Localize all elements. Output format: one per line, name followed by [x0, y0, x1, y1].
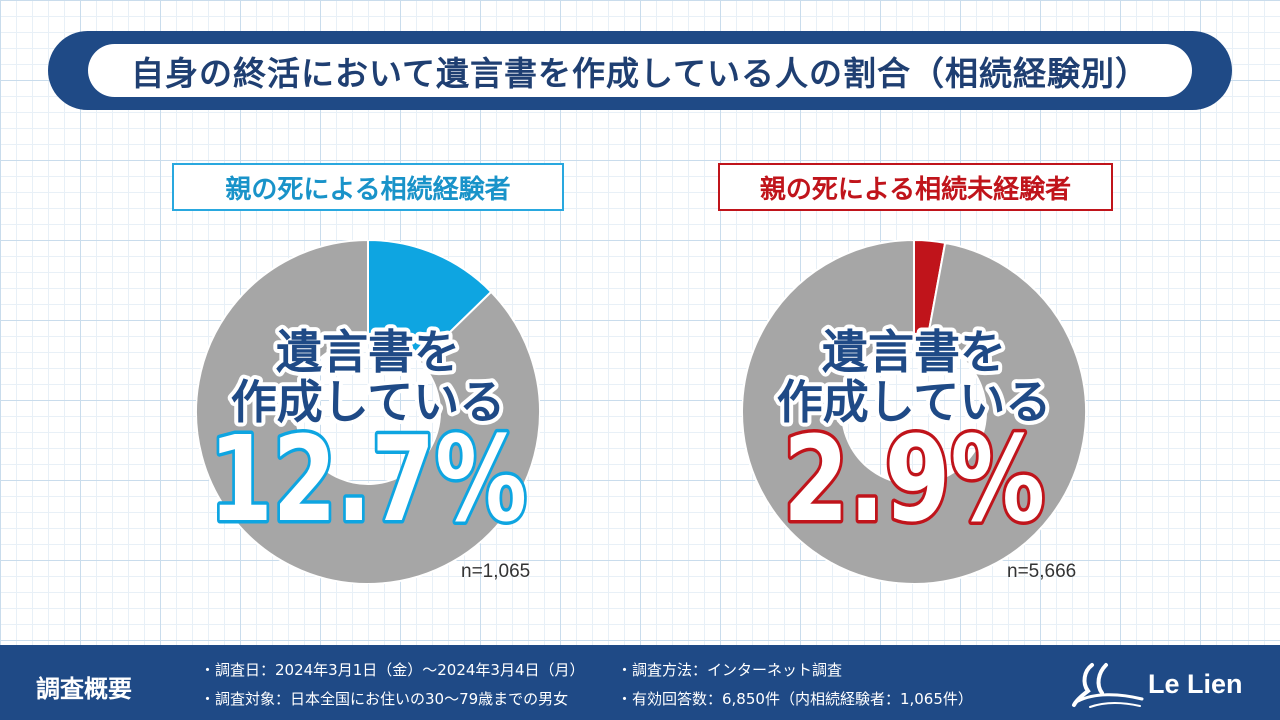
slice-other [742, 240, 1086, 584]
percentage-label: 2.9% [783, 410, 1045, 548]
title-banner: 自身の終活において遺言書を作成している人の割合（相続経験別） [48, 31, 1232, 110]
footer-valid-responses: ・有効回答数：6,850件（内相続経験者：1,065件） [617, 690, 973, 708]
center-line-1: 遺言書を [822, 325, 1006, 379]
slice-other [196, 240, 540, 584]
logo-mark-icon [1072, 663, 1144, 708]
center-line-1: 遺言書を [276, 325, 460, 379]
percentage-label: 12.7% [209, 410, 527, 548]
survey-footer: 調査概要 ・調査日：2024年3月1日（金）～2024年3月4日（月） ・調査対… [0, 645, 1280, 720]
donut-chart-experienced: 遺言書を 作成している 12.7% [196, 240, 540, 584]
footer-survey-date: ・調査日：2024年3月1日（金）～2024年3月4日（月） [200, 661, 585, 679]
le-lien-logo: Le Lien [1070, 657, 1270, 713]
donut-chart-inexperienced: 遺言書を 作成している 2.9% [742, 240, 1086, 584]
slices-group [742, 240, 1086, 584]
center-line-2: 作成している [231, 375, 506, 429]
right-chart-label: 親の死による相続未経験者 [718, 163, 1113, 211]
footer-title: 調査概要 [36, 675, 132, 703]
logo-text: Le Lien [1148, 669, 1243, 699]
chart-title: 自身の終活において遺言書を作成している人の割合（相続経験別） [88, 44, 1192, 97]
center-line-2: 作成している [777, 375, 1052, 429]
footer-survey-target: ・調査対象：日本全国にお住いの30～79歳までの男女 [200, 690, 569, 708]
footer-survey-method: ・調査方法：インターネット調査 [617, 661, 843, 679]
slices-group [196, 240, 540, 584]
sample-size-right: n=5,666 [1007, 561, 1077, 582]
left-chart-label: 親の死による相続経験者 [172, 163, 564, 211]
sample-size-left: n=1,065 [461, 561, 531, 582]
